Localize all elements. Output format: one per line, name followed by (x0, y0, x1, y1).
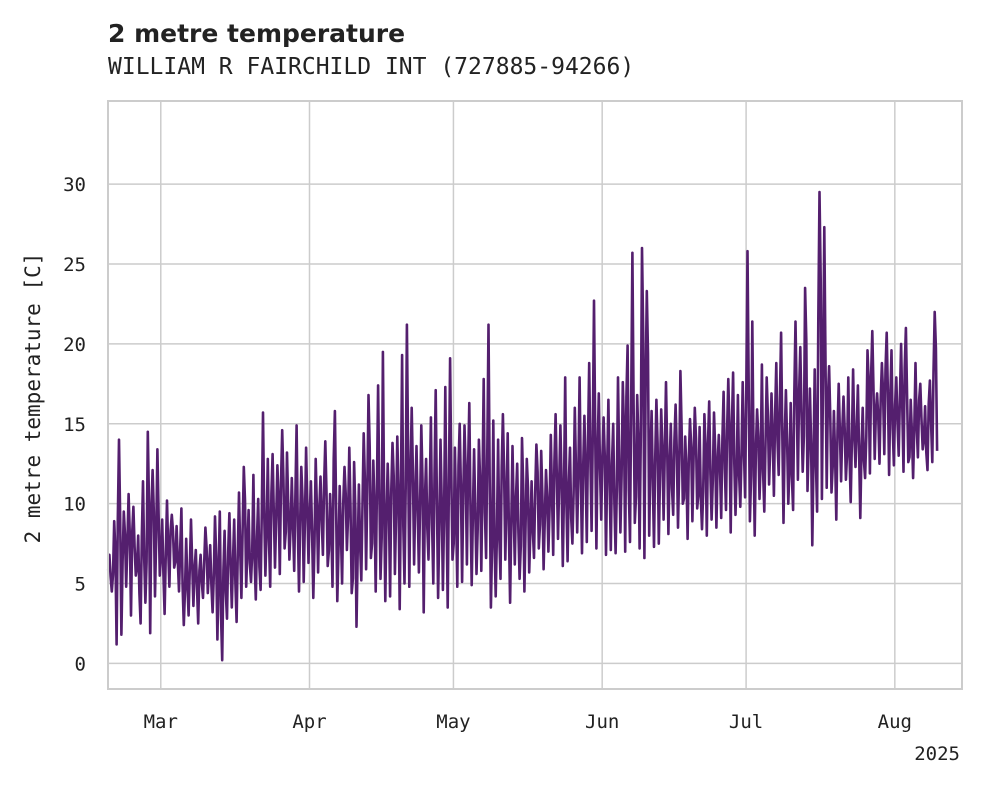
y-tick-label: 30 (63, 174, 86, 196)
y-tick-label: 0 (75, 653, 86, 675)
x-tick-label: Apr (292, 711, 326, 733)
x-tick-label: Aug (878, 711, 912, 733)
x-tick-label: Mar (144, 711, 178, 733)
y-tick-label: 20 (63, 334, 86, 356)
y-tick-label: 25 (63, 254, 86, 276)
y-tick-label: 15 (63, 414, 86, 436)
y-axis-label: 2 metre temperature [C] (21, 253, 45, 544)
series-group (106, 190, 939, 662)
x-axis-ticks: Mar Apr May Jun Jul Aug (144, 711, 912, 733)
temperature-series-line (106, 190, 939, 662)
x-tick-label: Jun (585, 711, 619, 733)
y-tick-label: 10 (63, 494, 86, 516)
y-tick-label: 5 (75, 574, 86, 596)
plot-frame (107, 100, 963, 690)
chart-subtitle: WILLIAM R FAIRCHILD INT (727885-94266) (108, 54, 634, 80)
y-axis-ticks: 0 5 10 15 20 25 30 (63, 174, 86, 675)
chart-title: 2 metre temperature (108, 19, 405, 48)
x-tick-label: May (436, 711, 470, 733)
x-tick-label: Jul (729, 711, 763, 733)
year-label: 2025 (914, 743, 960, 765)
